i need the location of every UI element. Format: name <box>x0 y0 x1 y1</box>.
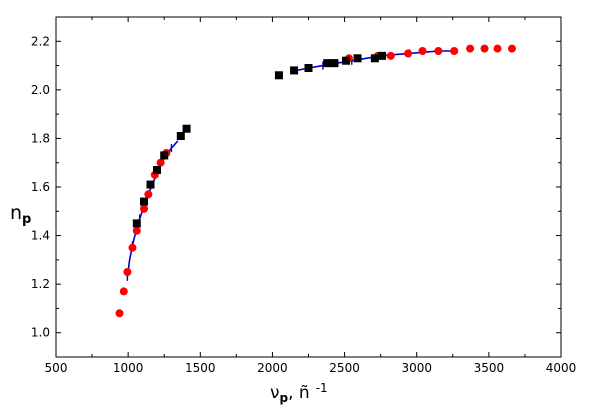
x-axis-title-main: ν <box>270 383 280 403</box>
data-point-square <box>353 54 362 63</box>
data-point-square <box>290 66 299 75</box>
y-tick-label: 1.0 <box>31 326 50 340</box>
x-axis-title-tail: , ñ <box>288 383 310 403</box>
y-tick-label: 1.8 <box>31 131 50 145</box>
x-tick-label: 500 <box>45 361 68 375</box>
x-tick-label: 3000 <box>401 361 432 375</box>
data-point-circle <box>466 44 475 53</box>
data-point-circle <box>156 158 165 167</box>
series-lines <box>126 47 456 281</box>
data-point-circle <box>144 190 153 199</box>
y-axis-title: np <box>10 202 31 227</box>
y-tick-label: 1.4 <box>31 229 50 243</box>
data-point-circle <box>386 51 395 60</box>
data-point-circle <box>507 44 516 53</box>
data-point-square <box>153 166 161 174</box>
x-axis-title-sub: p <box>280 391 289 405</box>
data-point-circle <box>404 49 413 58</box>
data-point-square <box>378 51 387 60</box>
x-tick-label: 1000 <box>113 361 144 375</box>
data-point-circle <box>115 309 124 318</box>
data-point-circle <box>123 268 132 276</box>
data-point-square <box>146 180 155 189</box>
tick-labels: 500 1000 1500 2000 2500 3000 3500 4000 1.0 1.2 1.4… <box>31 34 576 375</box>
data-point-circle <box>128 243 137 252</box>
y-tick-label: 1.6 <box>31 180 50 194</box>
data-point-square <box>182 124 191 133</box>
y-tick-label: 2.0 <box>31 83 50 97</box>
markers <box>115 44 516 318</box>
data-point-square <box>132 219 141 228</box>
y-axis-title-main: n <box>10 202 22 224</box>
data-point-circle <box>418 47 427 55</box>
data-point-square <box>176 132 185 140</box>
data-point-circle <box>493 44 502 53</box>
data-point-circle <box>132 226 141 235</box>
data-point-circle <box>140 204 149 213</box>
ticks <box>55 16 562 358</box>
data-point-square <box>140 197 149 206</box>
data-point-square <box>342 56 351 65</box>
data-point-circle <box>480 44 489 53</box>
data-point-circle <box>450 47 459 55</box>
x-axis-title: νp, ñ -1 <box>270 381 328 405</box>
x-tick-label: 2500 <box>329 361 360 375</box>
y-axis-title-sub: p <box>22 212 31 227</box>
data-point-square <box>323 59 332 68</box>
x-tick-label: 4000 <box>546 361 577 375</box>
y-tick-label: 1.2 <box>31 277 50 291</box>
x-tick-label: 1500 <box>185 361 216 375</box>
x-axis-title-sup: -1 <box>316 381 328 395</box>
y-tick-label: 2.2 <box>31 34 50 48</box>
fit-line <box>126 140 179 278</box>
x-tick-label: 2000 <box>257 361 288 375</box>
data-point-square <box>304 64 313 72</box>
x-tick-label: 3500 <box>474 361 505 375</box>
data-point-square <box>160 151 169 160</box>
data-point-square <box>370 54 379 63</box>
data-point-square <box>330 59 339 68</box>
data-point-square <box>274 71 283 80</box>
data-point-circle <box>434 47 443 55</box>
data-point-circle <box>119 287 128 296</box>
